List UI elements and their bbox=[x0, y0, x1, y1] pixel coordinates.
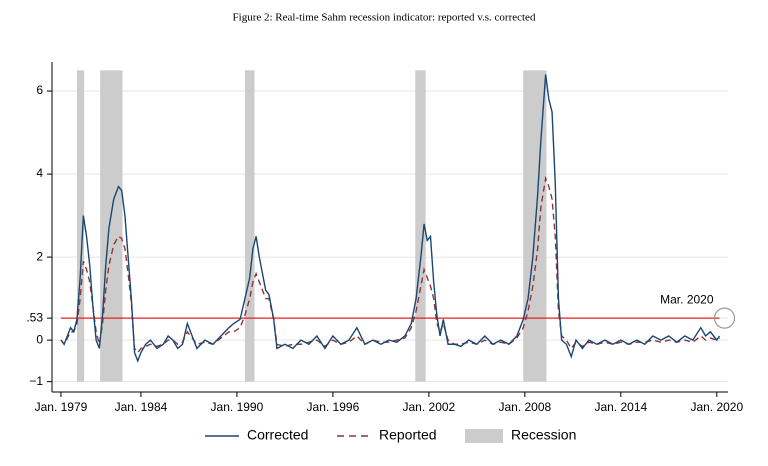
x-tick-label: Jan. 2020 bbox=[690, 400, 743, 414]
legend-swatch bbox=[465, 429, 503, 443]
series-line bbox=[60, 175, 720, 354]
y-tick-label: 4 bbox=[36, 166, 43, 180]
legend-label: Corrected bbox=[247, 427, 308, 443]
recession-band bbox=[100, 70, 123, 382]
y-tick-label: 2 bbox=[36, 249, 43, 263]
legend-label: Recession bbox=[511, 427, 576, 443]
y-tick-label: 0 bbox=[36, 332, 43, 346]
recession-band bbox=[415, 70, 426, 382]
x-tick-label: Jan. 1979 bbox=[35, 400, 88, 414]
y-tick-label: .53 bbox=[26, 310, 43, 324]
recession-band bbox=[244, 70, 255, 382]
x-tick-label: Jan. 1990 bbox=[211, 400, 264, 414]
y-tick-label: 6 bbox=[36, 83, 43, 97]
legend-label: Reported bbox=[379, 427, 437, 443]
x-tick-label: Jan. 1996 bbox=[307, 400, 360, 414]
annotation-circle bbox=[713, 307, 736, 329]
annotation-label: Mar. 2020 bbox=[660, 292, 714, 306]
y-tick-label: −1 bbox=[29, 374, 43, 388]
x-tick-label: Jan. 2008 bbox=[498, 400, 551, 414]
recession-band bbox=[76, 70, 85, 382]
x-tick-label: Jan. 2014 bbox=[594, 400, 647, 414]
x-tick-label: Jan. 1984 bbox=[115, 400, 168, 414]
series-line bbox=[60, 74, 721, 363]
x-tick-label: Jan. 2002 bbox=[403, 400, 456, 414]
chart-title: Figure 2: Real-time Sahm recession indic… bbox=[233, 12, 536, 24]
